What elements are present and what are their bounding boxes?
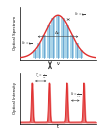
Text: $\delta\nu=\frac{1}{\tau_L}$: $\delta\nu=\frac{1}{\tau_L}$	[74, 10, 85, 19]
Text: $\delta\nu=\frac{1}{\tau_L}$: $\delta\nu=\frac{1}{\tau_L}$	[21, 39, 32, 48]
X-axis label: ν: ν	[57, 61, 59, 66]
Y-axis label: Optical Spectrum: Optical Spectrum	[13, 16, 17, 50]
Text: $T_R=\frac{1}{\Delta\nu}$: $T_R=\frac{1}{\Delta\nu}$	[35, 71, 47, 81]
X-axis label: t: t	[57, 124, 59, 129]
Text: $\delta t=\frac{1}{\Delta\nu}$: $\delta t=\frac{1}{\Delta\nu}$	[70, 91, 81, 100]
Text: $\Delta\nu$: $\Delta\nu$	[55, 29, 62, 36]
Y-axis label: Optical Intensity: Optical Intensity	[13, 82, 17, 114]
